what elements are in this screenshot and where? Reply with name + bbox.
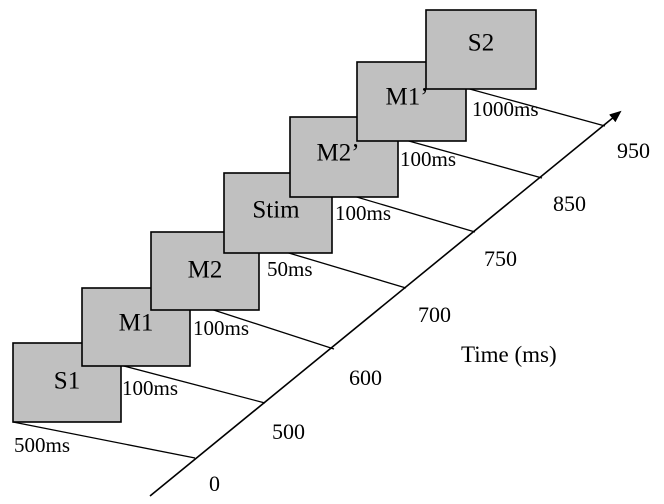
connector-0 (12, 421, 196, 459)
onset-label: 0 (209, 471, 220, 496)
duration-label: 50ms (267, 257, 313, 281)
frame-label: M1’ (385, 84, 428, 111)
duration-label: 100ms (335, 201, 391, 225)
frame-box (425, 9, 537, 90)
onset-label: 600 (349, 365, 382, 390)
onset-label: 750 (484, 246, 517, 271)
frame-label: M2 (188, 257, 223, 284)
frame-label: S2 (468, 30, 494, 57)
frame-label: Stim (252, 197, 300, 224)
frame-label: S1 (54, 368, 80, 395)
frame-s2: S2 (425, 9, 537, 90)
frame-label: M1 (119, 310, 154, 337)
duration-label: 100ms (400, 147, 456, 171)
duration-labels: 500ms 100ms 100ms 50ms 100ms 100ms 1000m… (14, 97, 539, 457)
connector-500 (119, 364, 266, 404)
time-axis (149, 110, 622, 497)
frame-label: M2’ (316, 140, 359, 167)
axis-title: Time (ms) (461, 342, 557, 367)
onset-label: 500 (272, 419, 305, 444)
connector-950 (465, 87, 606, 127)
duration-label: 1000ms (472, 97, 539, 121)
duration-label: 100ms (122, 376, 178, 400)
onset-labels: 0 500 600 700 750 850 950 (209, 138, 650, 496)
duration-label: 500ms (14, 433, 70, 457)
connector-850 (397, 137, 543, 179)
onset-label: 700 (418, 302, 451, 327)
onset-label: 950 (617, 138, 650, 163)
duration-label: 100ms (193, 316, 249, 340)
onset-label: 850 (553, 191, 586, 216)
